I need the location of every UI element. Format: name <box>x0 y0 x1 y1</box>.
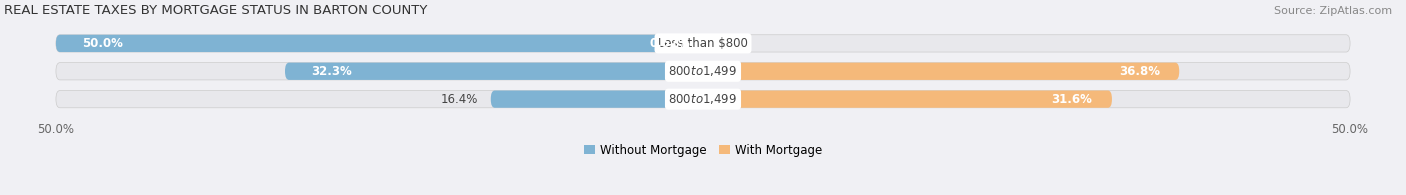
FancyBboxPatch shape <box>703 35 710 52</box>
FancyBboxPatch shape <box>285 63 703 80</box>
Text: 50.0%: 50.0% <box>82 37 122 50</box>
FancyBboxPatch shape <box>56 35 1350 52</box>
Text: Source: ZipAtlas.com: Source: ZipAtlas.com <box>1274 6 1392 16</box>
Text: 16.4%: 16.4% <box>440 93 478 106</box>
FancyBboxPatch shape <box>56 63 1350 80</box>
Text: Less than $800: Less than $800 <box>658 37 748 50</box>
FancyBboxPatch shape <box>703 63 1180 80</box>
FancyBboxPatch shape <box>703 90 1112 108</box>
Text: 0.52%: 0.52% <box>650 37 690 50</box>
Text: 31.6%: 31.6% <box>1052 93 1092 106</box>
FancyBboxPatch shape <box>56 35 703 52</box>
Text: 36.8%: 36.8% <box>1119 65 1160 78</box>
Text: REAL ESTATE TAXES BY MORTGAGE STATUS IN BARTON COUNTY: REAL ESTATE TAXES BY MORTGAGE STATUS IN … <box>4 4 427 17</box>
FancyBboxPatch shape <box>56 90 1350 108</box>
FancyBboxPatch shape <box>491 90 703 108</box>
Text: 32.3%: 32.3% <box>311 65 352 78</box>
Legend: Without Mortgage, With Mortgage: Without Mortgage, With Mortgage <box>579 139 827 161</box>
Text: $800 to $1,499: $800 to $1,499 <box>668 92 738 106</box>
Text: $800 to $1,499: $800 to $1,499 <box>668 64 738 78</box>
